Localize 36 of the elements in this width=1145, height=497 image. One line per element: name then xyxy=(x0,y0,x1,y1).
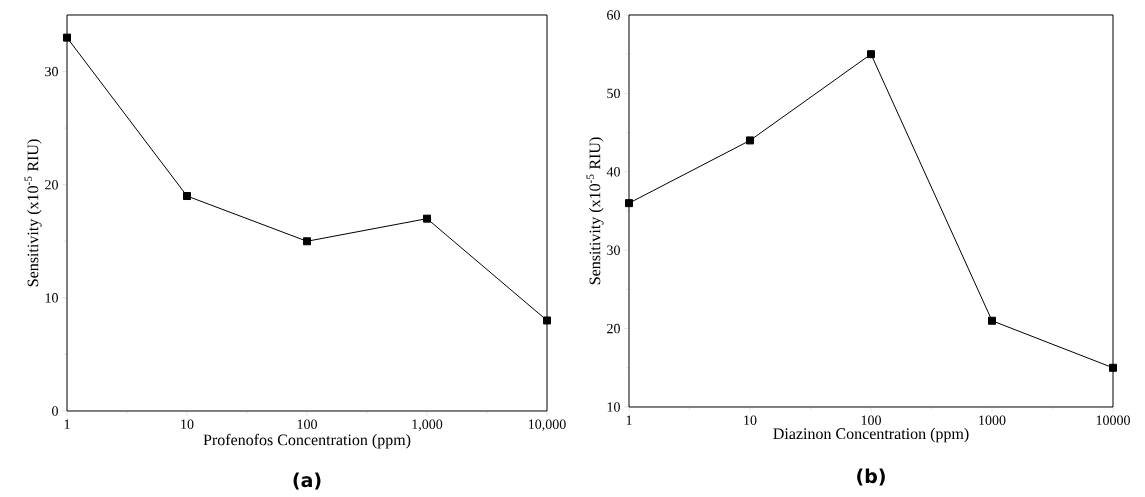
x-tick-label: 10000 xyxy=(1096,415,1130,425)
text: (b) xyxy=(857,468,885,486)
x-tick-label: 10 xyxy=(744,415,757,425)
point xyxy=(1109,363,1117,372)
x-tick-label: 10,000 xyxy=(528,419,566,431)
x-axis-title: Diazinon Concentration (ppm) xyxy=(773,427,969,443)
x-tick-label: 100 xyxy=(297,419,317,429)
y-tick-label: 40 xyxy=(606,167,620,177)
point xyxy=(543,316,551,325)
y-tick-label: 30 xyxy=(607,245,620,255)
point xyxy=(63,33,72,42)
point xyxy=(867,50,876,59)
y-tick-label: 20 xyxy=(607,323,620,334)
y-axis-title: Sensitivity (x10$^{-5}$ RIU) xyxy=(24,139,42,287)
x-tick-label: 100 xyxy=(861,415,881,425)
y-tick-label: 20 xyxy=(45,179,58,190)
x-tick-label: 1,000 xyxy=(412,419,443,431)
x-tick-label: 1000 xyxy=(979,415,1006,425)
point xyxy=(625,199,634,208)
y-tick-label: 10 xyxy=(607,402,620,412)
x-axis-title: Profenofos Concentration (ppm) xyxy=(203,433,411,449)
x-tick-label: 1 xyxy=(64,419,70,429)
point xyxy=(988,316,996,325)
point xyxy=(423,214,432,223)
y-tick-label: 10 xyxy=(45,293,58,303)
x-tick-label: 10 xyxy=(181,419,194,429)
y-tick-label: 0 xyxy=(52,406,58,416)
y-axis-title: Sensitivity (x10$^{-5}$ RIU) xyxy=(586,137,604,285)
point xyxy=(746,136,755,145)
x-tick-label: 1 xyxy=(626,415,632,425)
text: (a) xyxy=(293,472,321,490)
y-tick-label: 60 xyxy=(607,10,620,20)
point xyxy=(303,237,312,246)
y-tick-label: 50 xyxy=(607,88,620,99)
y-tick-label: 30 xyxy=(45,66,58,77)
point xyxy=(183,192,192,201)
